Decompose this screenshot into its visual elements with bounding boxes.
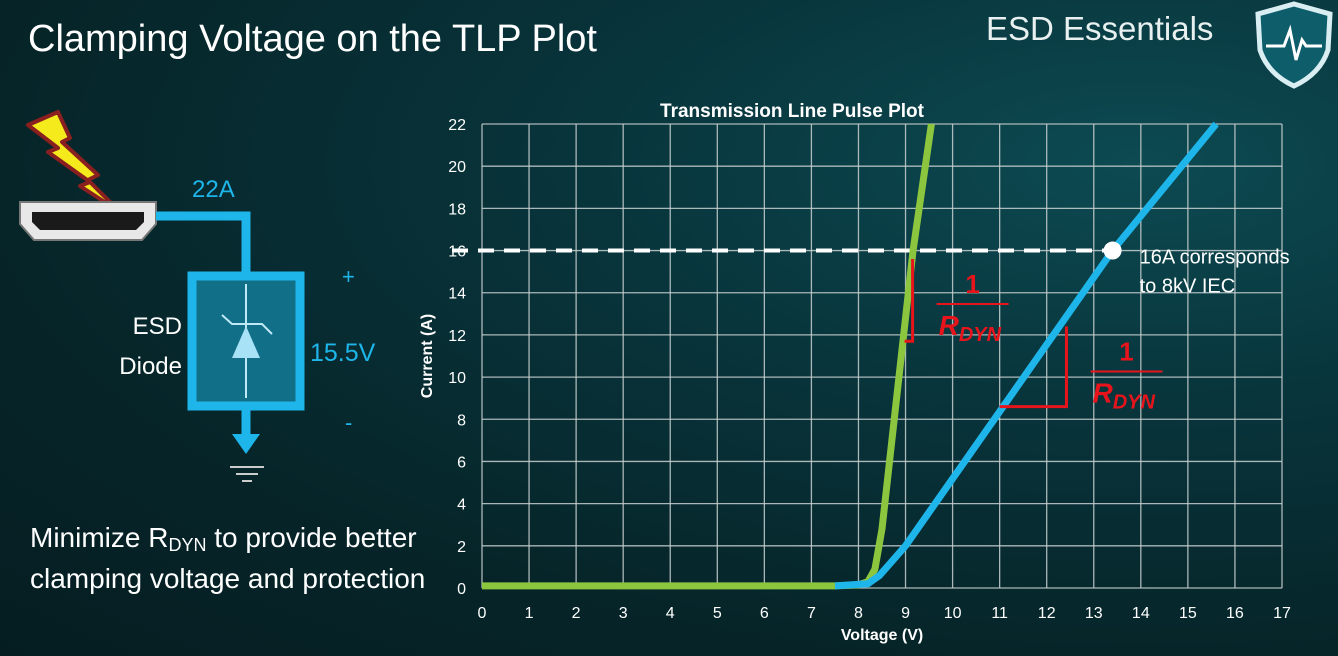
- annotation-line1: 16A corresponds: [1140, 247, 1290, 269]
- y-tick-label: 4: [457, 497, 466, 514]
- slope-triangle-1: [904, 258, 915, 343]
- x-tick-label: 9: [901, 605, 910, 622]
- x-tick-label: 5: [713, 605, 722, 622]
- current-label: 22A: [192, 176, 235, 203]
- x-tick-label: 0: [478, 605, 487, 622]
- x-tick-label: 17: [1273, 605, 1291, 622]
- x-tick-label: 15: [1179, 605, 1197, 622]
- slope-triangle-2: [999, 326, 1068, 409]
- slide-title: Clamping Voltage on the TLP Plot: [28, 18, 597, 60]
- y-axis-label: Current (A): [419, 314, 436, 398]
- minus-sign: -: [345, 410, 352, 435]
- series-line-1: [482, 123, 935, 590]
- y-tick-label: 0: [457, 581, 466, 598]
- y-tick-label: 8: [457, 412, 466, 429]
- x-tick-label: 2: [572, 605, 581, 622]
- chart-title: Transmission Line Pulse Plot: [660, 101, 925, 122]
- x-axis-label: Voltage (V): [841, 627, 923, 644]
- shield-logo-icon: [1255, 1, 1333, 89]
- voltage-label: 15.5V: [310, 339, 376, 367]
- x-tick-label: 3: [619, 605, 628, 622]
- hdmi-port-icon: [19, 201, 157, 241]
- caption-part: to provide better clamping voltage and p…: [30, 522, 426, 594]
- caption-subscript: DYN: [168, 535, 207, 555]
- x-tick-label: 7: [807, 605, 816, 622]
- x-tick-label: 13: [1085, 605, 1103, 622]
- y-tick-label: 12: [448, 328, 466, 345]
- y-tick-label: 22: [448, 117, 466, 134]
- y-tick-label: 18: [448, 201, 466, 218]
- x-tick-label: 8: [854, 605, 863, 622]
- series-line-2: [834, 121, 1219, 590]
- slope-denominator: RDYN: [1092, 377, 1155, 413]
- x-tick-label: 12: [1038, 605, 1056, 622]
- brand-name: ESD Essentials: [986, 10, 1214, 47]
- annotation-line2: to 8kV IEC: [1140, 276, 1236, 298]
- x-tick-label: 6: [760, 605, 769, 622]
- marker-point: [1103, 241, 1122, 260]
- slope-denominator-subscript: DYN: [1113, 391, 1156, 413]
- device-label-line2: Diode: [119, 353, 182, 380]
- slope-numerator: 1: [965, 269, 979, 299]
- caption-part: Minimize R: [30, 522, 169, 553]
- esd-circuit-diagram: 22A ESD Diode 15.5V + -: [19, 110, 376, 482]
- x-tick-label: 1: [525, 605, 534, 622]
- x-tick-label: 4: [666, 605, 675, 622]
- y-tick-label: 6: [457, 454, 466, 471]
- y-tick-label: 20: [448, 159, 466, 176]
- y-tick-label: 2: [457, 539, 466, 556]
- x-tick-label: 16: [1226, 605, 1244, 622]
- slope-denominator-subscript: DYN: [959, 324, 1002, 346]
- device-label-line1: ESD: [133, 313, 182, 340]
- x-tick-label: 11: [991, 605, 1008, 622]
- slope-numerator: 1: [1119, 336, 1133, 366]
- x-tick-label: 10: [944, 605, 962, 622]
- x-tick-label: 14: [1132, 605, 1150, 622]
- caption: Minimize RDYN to provide better clamping…: [30, 521, 430, 596]
- lightning-bolt-icon: [26, 110, 122, 214]
- y-tick-label: 10: [448, 370, 466, 387]
- plus-sign: +: [342, 264, 355, 289]
- slope-denominator: RDYN: [939, 310, 1002, 346]
- y-tick-label: 14: [448, 286, 466, 303]
